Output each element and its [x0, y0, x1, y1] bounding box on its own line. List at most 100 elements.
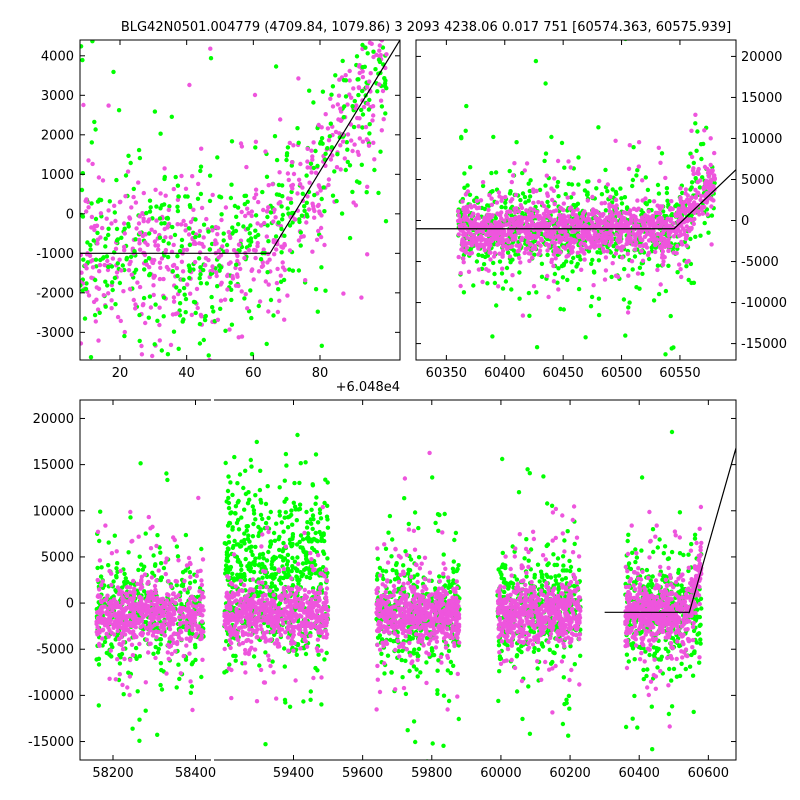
- data-point: [262, 220, 267, 226]
- data-point: [585, 179, 590, 184]
- data-point: [486, 219, 491, 224]
- data-point: [688, 236, 693, 242]
- data-point: [316, 183, 321, 188]
- data-point: [210, 305, 215, 310]
- data-point: [175, 222, 180, 227]
- data-point: [119, 268, 124, 273]
- data-point: [313, 530, 318, 536]
- data-point: [180, 269, 186, 274]
- data-point: [355, 115, 360, 121]
- data-point: [319, 196, 324, 202]
- data-point: [137, 312, 142, 318]
- data-point: [632, 247, 638, 252]
- data-point: [643, 175, 648, 180]
- data-point: [207, 0, 211, 2]
- data-point: [292, 217, 297, 222]
- data-point: [584, 225, 590, 231]
- data-point: [207, 173, 213, 178]
- data-point: [266, 239, 271, 244]
- data-point: [609, 274, 614, 280]
- data-point: [619, 196, 624, 201]
- data-point: [163, 235, 168, 240]
- data-point: [642, 220, 647, 225]
- data-point: [273, 215, 278, 220]
- data-point: [695, 129, 700, 134]
- data-point: [165, 352, 171, 357]
- data-point: [328, 121, 333, 126]
- chart-title: BLG42N0501.004779 (4709.84, 1079.86) 3 2…: [121, 20, 731, 35]
- y-tick-label: -1000: [36, 247, 74, 262]
- data-point: [563, 237, 568, 243]
- data-point: [630, 183, 635, 189]
- data-point: [279, 250, 284, 255]
- data-point: [576, 286, 582, 292]
- data-point: [613, 251, 619, 256]
- data-point: [298, 243, 303, 248]
- data-point: [295, 191, 300, 196]
- data-point: [99, 394, 103, 398]
- data-point: [112, 632, 117, 637]
- data-point: [249, 209, 254, 214]
- data-point: [330, 84, 336, 89]
- data-point: [609, 239, 614, 245]
- data-point: [282, 478, 287, 483]
- data-point: [676, 206, 681, 211]
- data-point: [253, 544, 258, 550]
- data-point: [326, 177, 332, 182]
- data-point: [552, 271, 558, 277]
- data-point: [486, 207, 491, 213]
- data-point: [195, 196, 201, 201]
- data-point: [137, 554, 142, 559]
- data-point: [321, 185, 326, 190]
- data-point: [209, 294, 214, 300]
- data-point: [594, 186, 599, 191]
- data-point: [569, 250, 574, 255]
- data-point: [553, 256, 558, 261]
- data-point: [373, 67, 378, 72]
- data-point: [273, 64, 279, 69]
- data-point: [476, 252, 481, 258]
- data-point: [545, 213, 551, 218]
- data-point: [542, 232, 548, 237]
- data-point: [600, 246, 606, 251]
- data-point: [658, 282, 663, 287]
- data-point: [143, 680, 148, 685]
- data-point: [80, 214, 86, 219]
- data-point: [701, 186, 707, 191]
- x-tick-label: 60: [245, 366, 262, 381]
- data-point: [224, 248, 230, 254]
- data-point: [579, 249, 584, 254]
- data-point: [487, 193, 492, 198]
- data-point: [100, 636, 105, 641]
- data-point: [375, 89, 380, 94]
- data-point: [171, 591, 176, 596]
- data-point: [176, 635, 182, 640]
- data-point: [80, 283, 83, 288]
- data-point: [226, 534, 231, 539]
- data-point: [315, 309, 320, 314]
- data-point: [199, 619, 205, 624]
- data-point: [174, 544, 180, 549]
- data-point: [253, 493, 258, 498]
- data-point: [592, 245, 597, 250]
- data-point: [128, 596, 133, 601]
- data-point: [698, 233, 703, 238]
- data-point: [381, 117, 386, 122]
- data-point: [280, 194, 285, 199]
- data-point: [277, 554, 283, 559]
- data-point: [183, 228, 188, 233]
- data-point: [279, 244, 284, 249]
- data-point: [693, 121, 698, 126]
- data-point: [330, 104, 336, 109]
- data-point: [502, 218, 507, 223]
- data-point: [624, 220, 630, 225]
- data-point: [137, 654, 142, 659]
- data-point: [278, 117, 283, 122]
- data-point: [377, 54, 382, 59]
- data-point: [499, 204, 504, 210]
- data-point: [217, 194, 222, 199]
- data-point: [356, 124, 361, 129]
- data-point: [162, 226, 167, 232]
- data-point: [551, 263, 556, 269]
- data-point: [215, 284, 220, 289]
